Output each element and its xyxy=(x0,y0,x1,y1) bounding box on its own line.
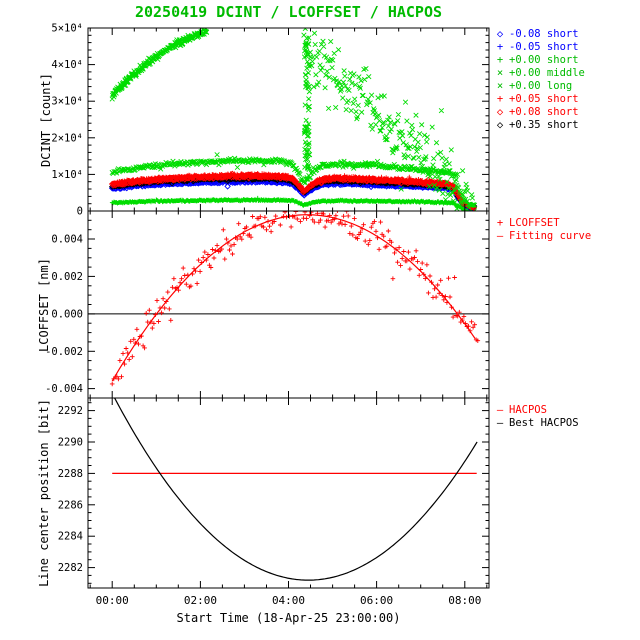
svg-text:1×10⁴: 1×10⁴ xyxy=(51,169,83,181)
series-0-05-short xyxy=(109,171,477,210)
legend-entry-lcoffset: + LCOFFSET xyxy=(494,216,640,229)
svg-text:0: 0 xyxy=(77,206,83,218)
tick-labels-lcoffset: -0.004 -0.002 0.000 0.002 0.004 xyxy=(45,234,83,396)
series-0-00-long-rise xyxy=(109,28,210,102)
svg-text:5×10⁴: 5×10⁴ xyxy=(51,23,83,35)
legend-entry-hacpos: — HACPOS xyxy=(494,403,640,416)
tick-labels-dcint: 0 1×10⁴ 2×10⁴ 3×10⁴ 4×10⁴ 5×10⁴ xyxy=(51,23,83,218)
legend-label: +0.05 short xyxy=(509,92,579,105)
legend-entry-0-00-short: + +0.00 short xyxy=(494,53,640,66)
svg-text:2290: 2290 xyxy=(58,437,83,449)
legend-label: HACPOS xyxy=(509,403,547,416)
legend-symbol-icon: — xyxy=(496,229,504,242)
legend-entry-0-05-short: + -0.05 short xyxy=(494,40,640,53)
series-0-00-middle xyxy=(109,152,478,208)
y-axis-label-lcoffset: LCOFFSET [nm] xyxy=(37,258,51,352)
legend-entry-0-35-short: ◇ +0.35 short xyxy=(494,118,640,131)
y-axis-label-hacpos: Line center position [bit] xyxy=(37,399,51,587)
panel-dcint: 0 1×10⁴ 2×10⁴ 3×10⁴ 4×10⁴ 5×10⁴ xyxy=(51,23,490,218)
svg-text:2282: 2282 xyxy=(58,562,83,574)
legend-symbol-icon: — xyxy=(496,416,504,429)
legend-label: LCOFFSET xyxy=(509,216,560,229)
legend-symbol-icon: + xyxy=(496,216,504,229)
svg-text:00:00: 00:00 xyxy=(96,594,129,607)
chart-title: 20250419 DCINT / LCOFFSET / HACPOS xyxy=(134,3,443,21)
svg-text:06:00: 06:00 xyxy=(360,594,393,607)
svg-text:0.000: 0.000 xyxy=(51,308,83,320)
svg-text:2284: 2284 xyxy=(58,531,83,543)
legend-symbol-icon: + xyxy=(496,53,504,66)
legend-label: Fitting curve xyxy=(509,229,592,242)
series-0-08-short xyxy=(108,176,478,211)
series-lcoffset xyxy=(109,211,481,387)
svg-text:2292: 2292 xyxy=(58,405,83,417)
tick-labels-hacpos: 2282 2284 2286 2288 2290 2292 00:00 02:00 04:00 0… xyxy=(58,405,482,607)
svg-text:04:00: 04:00 xyxy=(272,594,305,607)
svg-text:2288: 2288 xyxy=(58,468,83,480)
legend-label: +0.00 short xyxy=(509,53,579,66)
axes-lcoffset xyxy=(87,210,490,399)
legend-dcint: ◇ -0.08 short + -0.05 short + +0.00 short × +0.… xyxy=(494,27,640,131)
legend-symbol-icon: × xyxy=(496,79,504,92)
legend-entry-best-hacpos: — Best HACPOS xyxy=(494,416,640,429)
legend-label: +0.00 long xyxy=(509,79,573,92)
legend-symbol-icon: ◇ xyxy=(496,118,504,131)
legend-label: Best HACPOS xyxy=(509,416,579,429)
series-best-hacpos xyxy=(114,398,478,581)
legend-entry-0-00-middle: × +0.00 middle xyxy=(494,66,640,79)
panel-hacpos: 2282 2284 2286 2288 2290 2292 00:00 02:00 04:00 0… xyxy=(58,397,490,607)
svg-text:-0.004: -0.004 xyxy=(45,383,83,395)
legend-entry-0-00-long: × +0.00 long xyxy=(494,79,640,92)
svg-text:0.004: 0.004 xyxy=(51,234,83,246)
y-axis-label-dcint: DCINT [count] xyxy=(39,73,53,167)
x-axis-label: Start Time (18-Apr-25 23:00:00) xyxy=(176,611,401,625)
legend-symbol-icon: ◇ xyxy=(496,105,504,118)
series-0-00-long-burst xyxy=(301,35,313,181)
svg-text:08:00: 08:00 xyxy=(448,594,481,607)
legend-entry-0-05-short: + +0.05 short xyxy=(494,92,640,105)
series-0-00-long-fall xyxy=(301,28,476,211)
legend-label: +0.00 middle xyxy=(509,66,585,79)
legend-symbol-icon: + xyxy=(496,40,504,53)
legend-entry-0-08-short: ◇ +0.08 short xyxy=(494,105,640,118)
legend-label: +0.08 short xyxy=(509,105,579,118)
axes-hacpos xyxy=(87,397,490,589)
legend-label: -0.08 short xyxy=(509,27,579,40)
legend-label: -0.05 short xyxy=(509,40,579,53)
legend-entry-0-08-short: ◇ -0.08 short xyxy=(494,27,640,40)
legend-lcoffset: + LCOFFSET — Fitting curve xyxy=(494,216,640,242)
svg-text:3×10⁴: 3×10⁴ xyxy=(51,96,83,108)
series-0-00-short xyxy=(109,195,477,211)
legend-hacpos: — HACPOS — Best HACPOS xyxy=(494,403,640,429)
svg-text:02:00: 02:00 xyxy=(184,594,217,607)
svg-text:-0.002: -0.002 xyxy=(45,346,83,358)
svg-text:2286: 2286 xyxy=(58,499,83,511)
panel-lcoffset: -0.004 -0.002 0.000 0.002 0.004 xyxy=(45,210,490,399)
series-fitting-curve xyxy=(111,214,476,382)
legend-entry-fitting-curve: — Fitting curve xyxy=(494,229,640,242)
legend-symbol-icon: + xyxy=(496,92,504,105)
svg-text:2×10⁴: 2×10⁴ xyxy=(51,132,83,144)
svg-text:4×10⁴: 4×10⁴ xyxy=(51,59,83,71)
svg-text:0.002: 0.002 xyxy=(51,271,83,283)
legend-label: +0.35 short xyxy=(509,118,579,131)
legend-symbol-icon: — xyxy=(496,403,504,416)
legend-symbol-icon: ◇ xyxy=(496,27,504,40)
legend-symbol-icon: × xyxy=(496,66,504,79)
